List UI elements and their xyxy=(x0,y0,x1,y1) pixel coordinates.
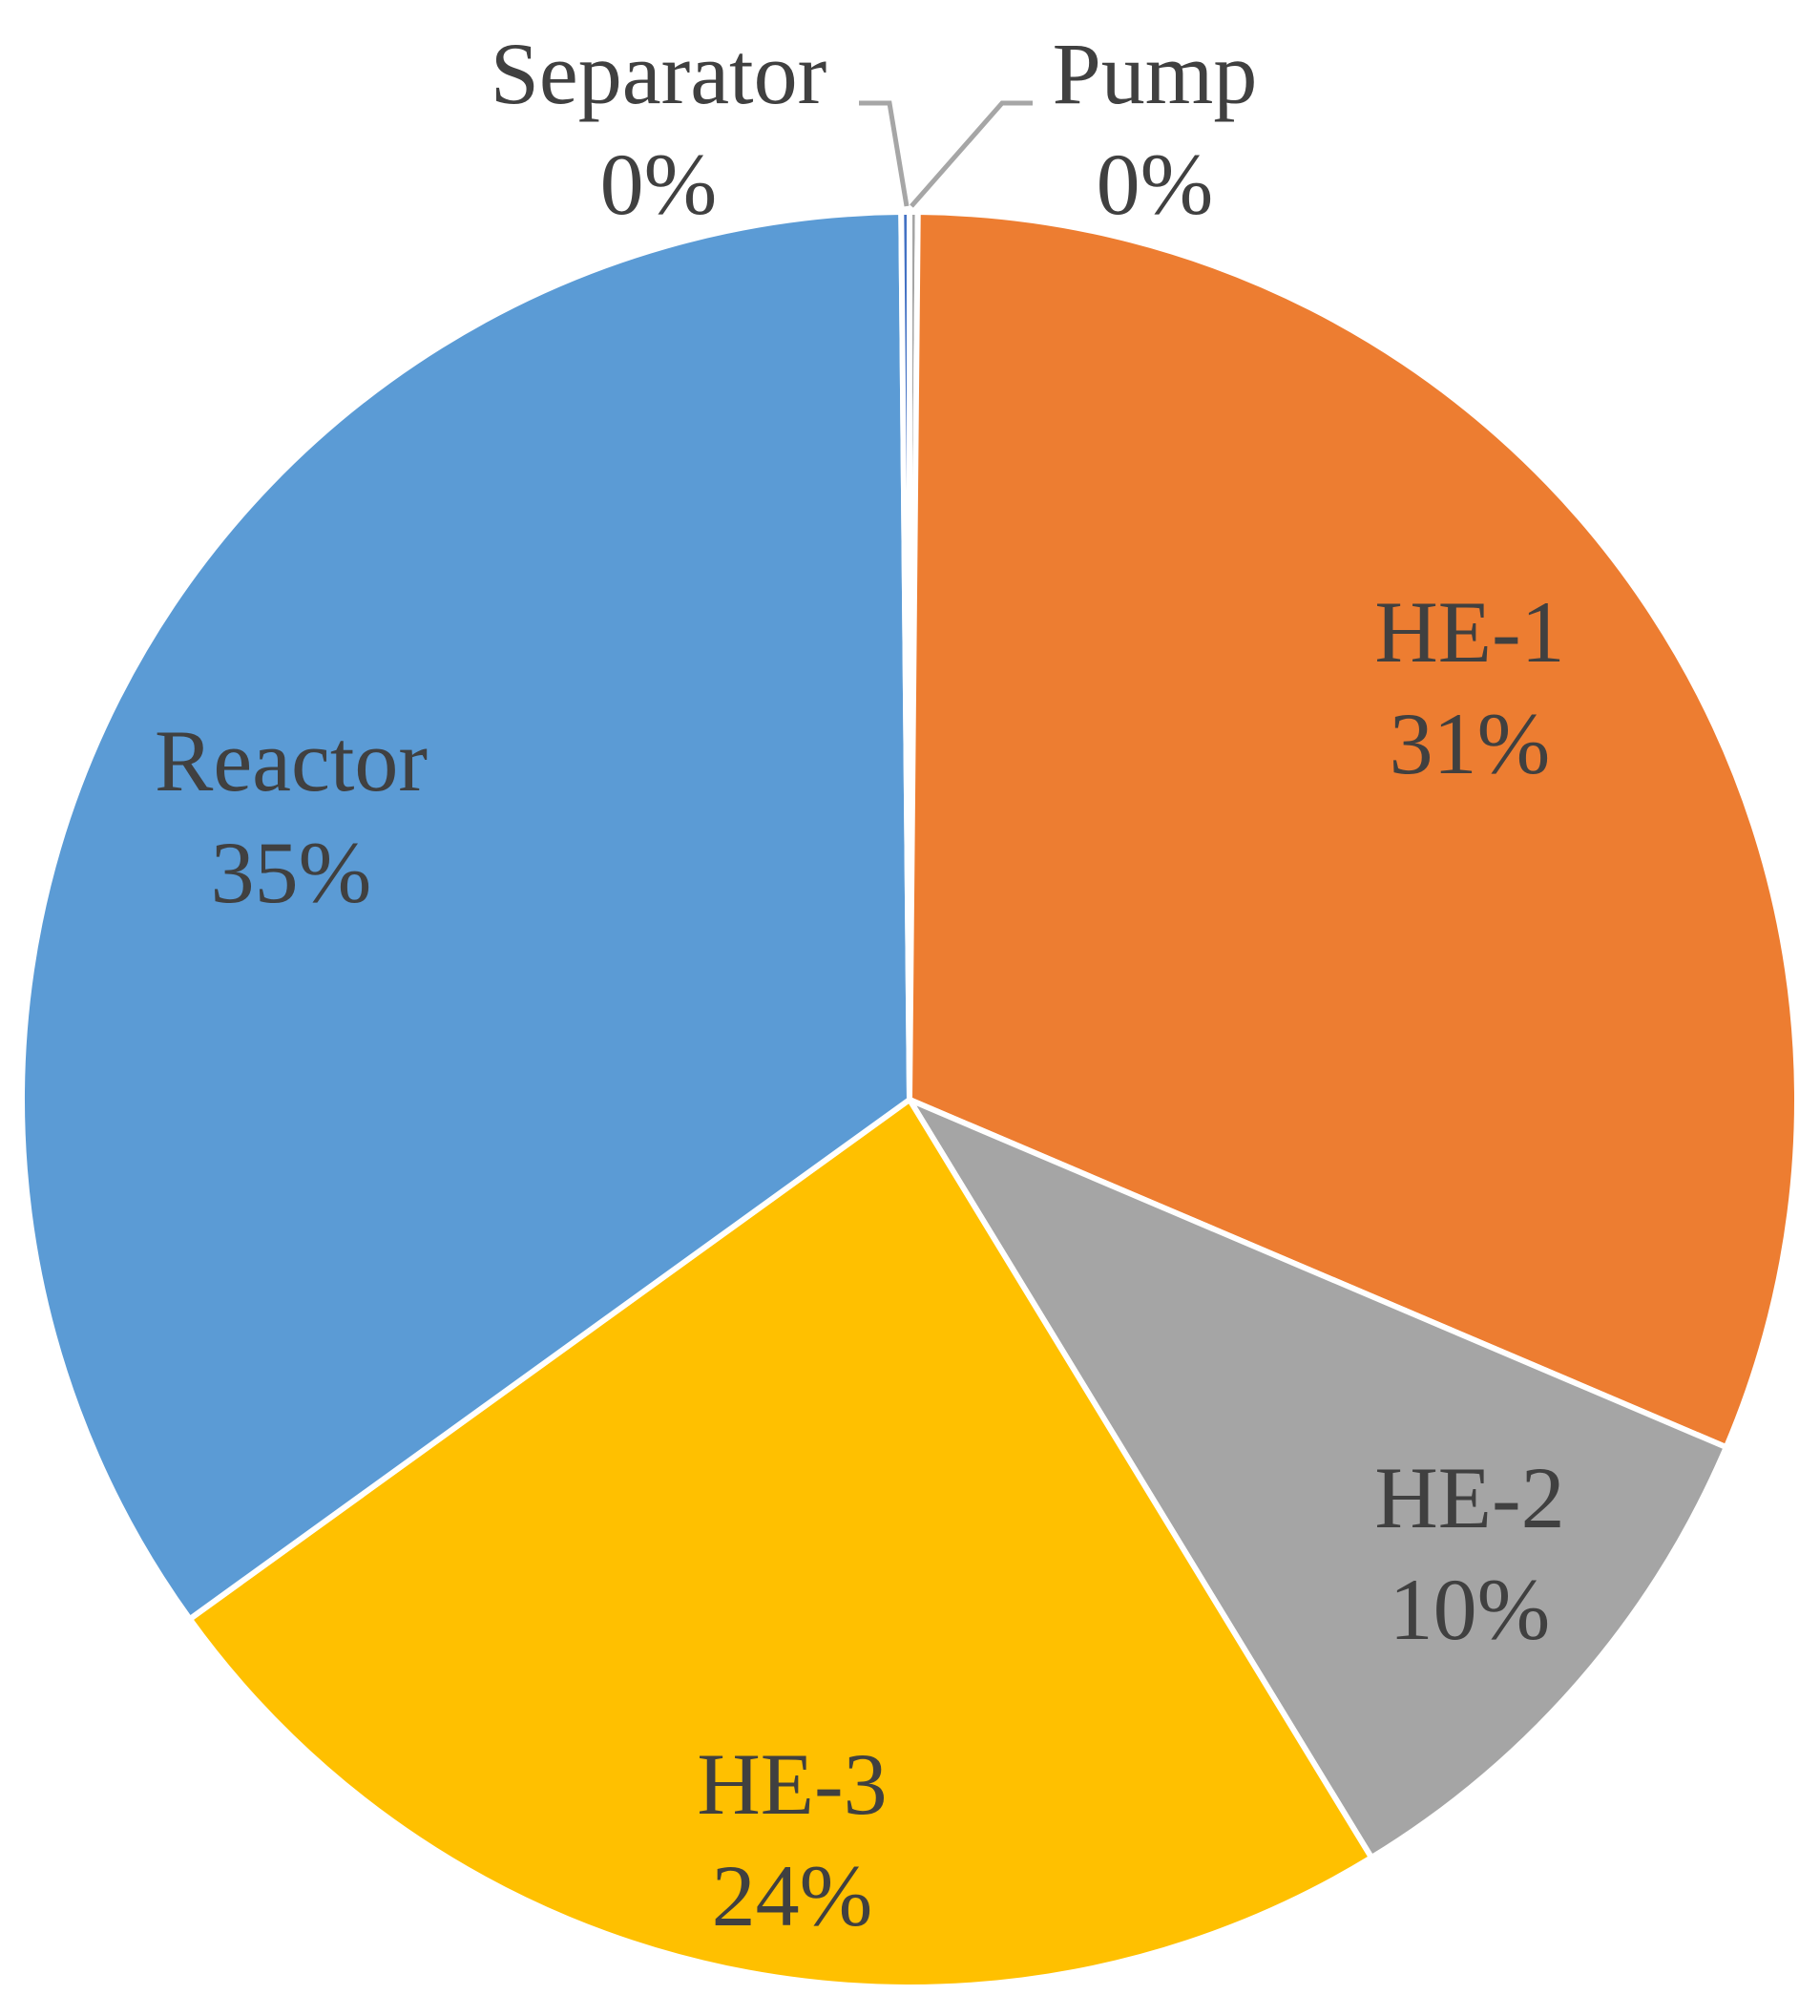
pie-slice-separator xyxy=(898,208,912,1102)
data-label-reactor-percent: 35% xyxy=(211,824,372,921)
data-label-he1-name: HE-1 xyxy=(1374,583,1564,681)
pie-slice-he-2 xyxy=(907,1097,1729,1861)
leader-line-pump xyxy=(910,100,1033,208)
pie-slice-reactor xyxy=(19,209,912,1623)
data-label-he2-name: HE-2 xyxy=(1374,1449,1564,1546)
data-label-pump-name: Pump xyxy=(1053,25,1258,122)
data-label-he3-name: HE-3 xyxy=(697,1735,887,1833)
leader-lines xyxy=(859,100,1033,208)
data-labels: Pump 0% HE-1 31% HE-2 10% HE-3 24% React… xyxy=(155,25,1565,1944)
pie-slice-he-1 xyxy=(907,209,1800,1451)
pie-slice-he-3 xyxy=(186,1097,1375,1990)
data-label-he3-percent: 24% xyxy=(712,1847,873,1944)
data-label-separator-percent: 0% xyxy=(600,136,718,233)
leader-line-separator xyxy=(859,100,910,207)
data-label-he2-percent: 10% xyxy=(1390,1561,1551,1658)
data-label-separator-name: Separator xyxy=(491,25,827,122)
data-label-pump-percent: 0% xyxy=(1097,136,1214,233)
pie-slices xyxy=(19,208,1800,1990)
data-label-reactor-name: Reactor xyxy=(155,712,428,809)
data-label-he1-percent: 31% xyxy=(1390,695,1551,792)
